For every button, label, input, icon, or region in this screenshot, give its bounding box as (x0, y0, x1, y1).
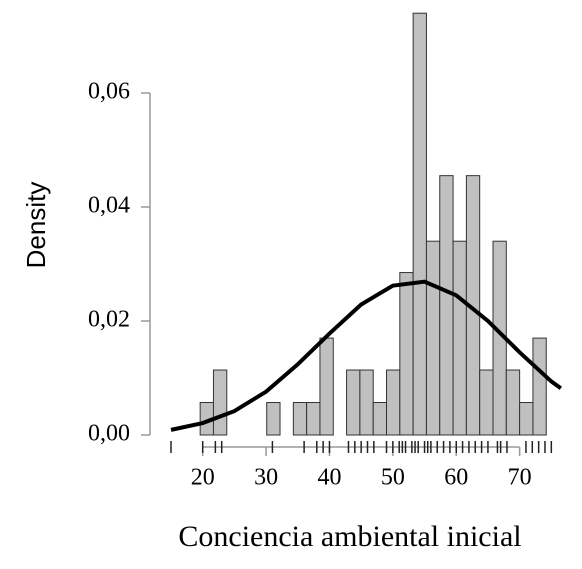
bar (319, 337, 334, 436)
bar (532, 337, 547, 436)
bar (386, 369, 401, 436)
bar (412, 12, 427, 436)
bar (372, 402, 388, 436)
bar (505, 369, 521, 436)
y-tick-label: 0,04 (88, 193, 130, 219)
y-tick-label: 0,02 (88, 307, 130, 333)
bar (425, 240, 441, 436)
bar (292, 402, 308, 436)
bar (212, 369, 228, 436)
bar (266, 402, 281, 436)
bar (479, 369, 494, 436)
x-tick-label: 20 (191, 465, 215, 491)
bar (439, 175, 454, 436)
x-axis-title: Conciencia ambiental inicial (178, 520, 521, 553)
x-tick-label: 40 (317, 465, 341, 491)
density-curve (170, 279, 562, 432)
bar (346, 369, 361, 436)
y-tick-label: 0,00 (88, 421, 130, 447)
x-tick-label: 30 (254, 465, 278, 491)
y-axis-title: Density (21, 182, 51, 269)
y-tick-label: 0,06 (88, 79, 130, 105)
bar (306, 402, 321, 436)
bar (399, 272, 414, 436)
bar (359, 369, 374, 436)
x-tick-label: 60 (444, 465, 468, 491)
x-tick-label: 50 (381, 465, 405, 491)
x-tick-label: 70 (508, 465, 532, 491)
bar (519, 402, 534, 436)
bar (452, 240, 467, 436)
